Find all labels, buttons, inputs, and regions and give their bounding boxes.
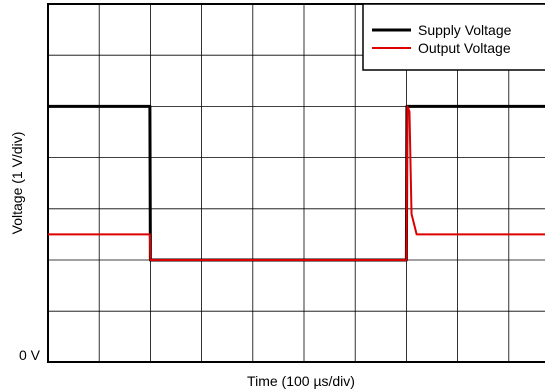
plot-frame	[47, 3, 545, 363]
y-zero-tick-label: 0 V	[19, 347, 41, 363]
y-axis-label: Voltage (1 V/div)	[9, 132, 25, 235]
series-group	[48, 104, 545, 262]
legend-box	[362, 3, 545, 71]
legend-label-output: Output Voltage	[418, 40, 511, 56]
legend-label-supply: Supply Voltage	[418, 22, 512, 38]
legend: Supply Voltage Output Voltage	[362, 3, 545, 71]
series-line-supply-voltage	[48, 104, 545, 262]
x-axis-label: Time (100 µs/div)	[247, 373, 355, 389]
series-line-output-voltage	[48, 105, 545, 261]
